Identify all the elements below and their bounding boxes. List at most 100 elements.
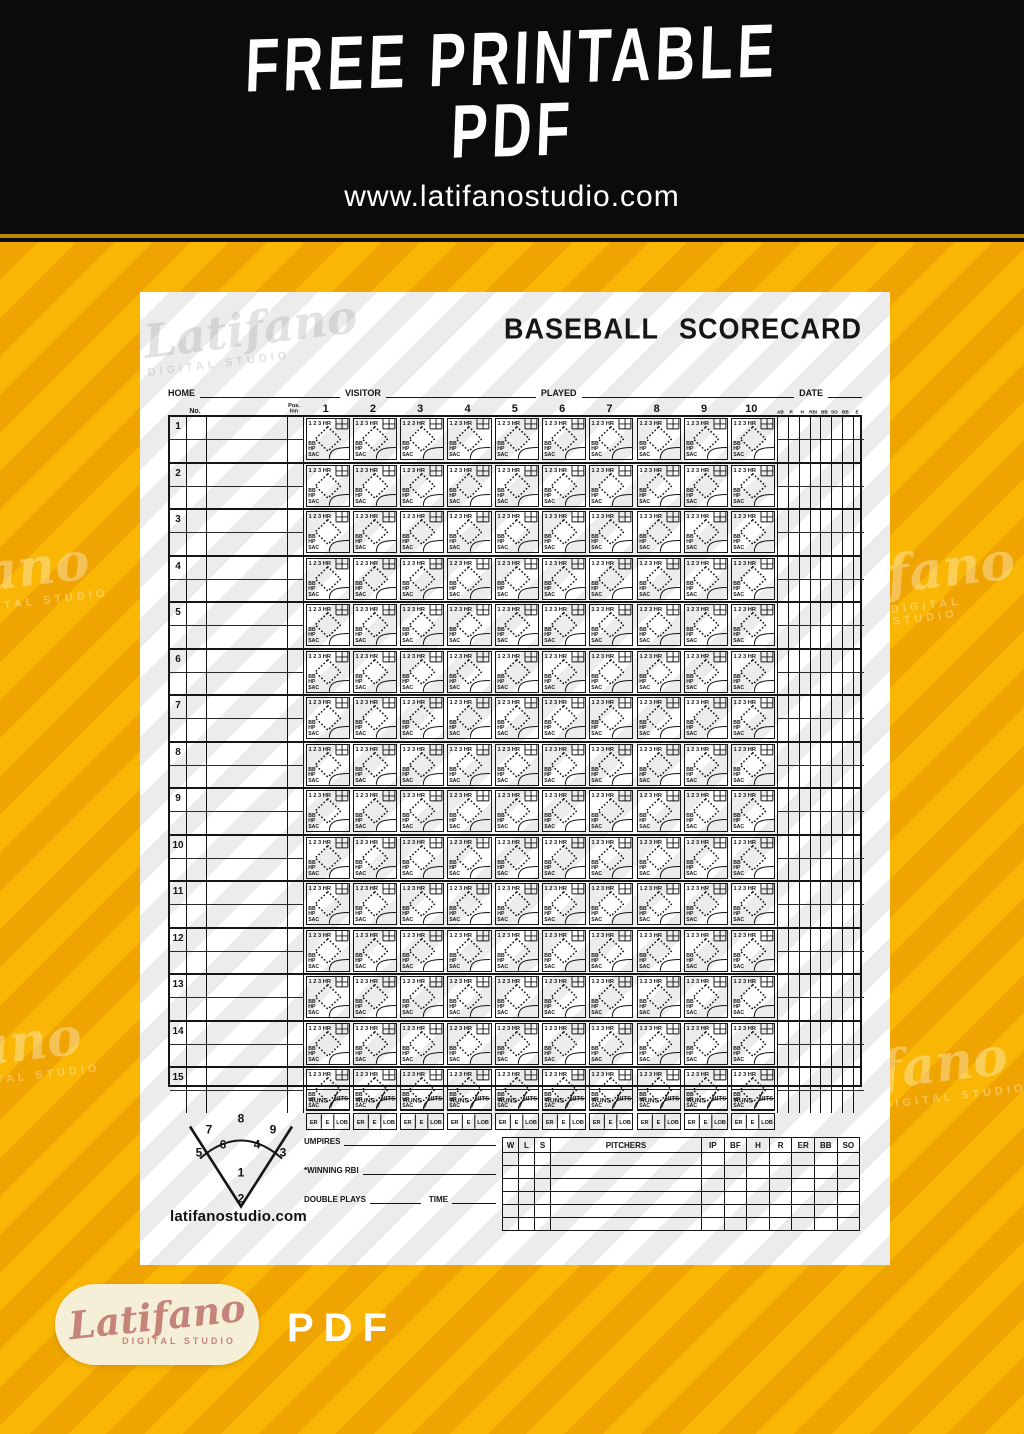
stat-cell bbox=[798, 1068, 810, 1113]
inning-score-cell: 1 2 3 HR BB HP SAC bbox=[351, 882, 398, 927]
stat-cell bbox=[776, 882, 788, 927]
inning-score-cell: 1 2 3 HR BB HP SAC bbox=[446, 836, 493, 881]
home-arc bbox=[517, 679, 538, 692]
pitch-count-grid bbox=[476, 884, 490, 895]
pitch-count-grid bbox=[524, 930, 538, 942]
home-arc bbox=[470, 958, 491, 971]
pitchers-empty-cell bbox=[791, 1204, 815, 1218]
basepath-diamond bbox=[502, 937, 531, 965]
inning-score-cell: 1 2 3 HR BB HP SAC bbox=[493, 464, 540, 509]
svg-text:HP: HP bbox=[592, 865, 600, 871]
player-row: 7 1 2 3 HR BB HP SAC 1 2 3 HR BB HP SAC … bbox=[170, 696, 864, 743]
basepath-diamond bbox=[408, 1076, 436, 1104]
inning-score-cell: 1 2 3 HR BB HP SAC bbox=[493, 836, 540, 881]
svg-text:1 2 3 HR: 1 2 3 HR bbox=[639, 700, 661, 706]
diamond-graphic: 1 2 3 HR BB HP SAC bbox=[686, 558, 728, 599]
svg-text:BB: BB bbox=[734, 999, 742, 1005]
svg-text:HP: HP bbox=[734, 679, 742, 685]
home-arc bbox=[517, 865, 538, 878]
stat-cell bbox=[820, 835, 832, 880]
position-cell bbox=[288, 1021, 304, 1066]
svg-text:BB: BB bbox=[308, 720, 316, 726]
position-cell bbox=[288, 556, 304, 601]
svg-text:ER: ER bbox=[641, 1120, 649, 1126]
diamond-graphic: 1 2 3 HR BB HP SAC bbox=[734, 837, 775, 878]
pitch-count-grid bbox=[476, 1023, 490, 1035]
pitch-count-grid bbox=[571, 651, 585, 663]
stat-cell bbox=[820, 928, 832, 973]
svg-text:BB: BB bbox=[639, 999, 647, 1005]
pitchers-empty-cell bbox=[768, 1165, 793, 1179]
svg-text:1 2 3 HR: 1 2 3 HR bbox=[308, 607, 330, 613]
diamond-graphic: 1 2 3 HR BB HP SAC bbox=[308, 930, 349, 971]
svg-text:SAC: SAC bbox=[734, 638, 745, 644]
player-number-cell bbox=[187, 975, 207, 1020]
diamond-graphic: 1 2 3 HR BB HP SAC bbox=[450, 1070, 491, 1111]
svg-text:HP: HP bbox=[592, 493, 600, 499]
diamond-graphic: 1 2 3 HR BB HP SAC bbox=[355, 605, 396, 646]
home-arc bbox=[517, 1005, 538, 1018]
svg-text:SAC: SAC bbox=[497, 592, 508, 598]
basepath-diamond bbox=[597, 472, 626, 500]
player-row: 8 1 2 3 HR BB HP SAC 1 2 3 HR BB HP SAC … bbox=[170, 742, 864, 789]
svg-text:BB: BB bbox=[402, 906, 410, 912]
pitch-count-grid bbox=[571, 698, 585, 709]
basepath-diamond bbox=[692, 844, 720, 872]
svg-text:BB: BB bbox=[734, 488, 742, 494]
inning-score-cell: 1 2 3 HR BB HP SAC bbox=[399, 882, 446, 927]
svg-text:1 2 3 HR: 1 2 3 HR bbox=[639, 561, 661, 567]
basepath-diamond bbox=[739, 797, 768, 825]
home-arc bbox=[517, 819, 538, 832]
svg-text:1 2 3 HR: 1 2 3 HR bbox=[355, 700, 377, 706]
diamond-graphic: 1 2 3 HR BB HP SAC bbox=[308, 837, 349, 878]
inning-score-cell: 1 2 3 HR BB HP SAC bbox=[588, 417, 635, 462]
basepath-diamond bbox=[692, 425, 720, 453]
svg-text:HP: HP bbox=[592, 1051, 600, 1057]
diamond-graphic: 1 2 3 HR BB HP SAC bbox=[592, 465, 633, 506]
svg-text:1 2 3 HR: 1 2 3 HR bbox=[734, 514, 756, 520]
home-arc bbox=[754, 958, 775, 971]
basepath-diamond bbox=[360, 658, 389, 686]
stat-cell bbox=[798, 510, 810, 555]
diamond-graphic: 1 2 3 HR BB HP SAC bbox=[734, 558, 775, 599]
basepath-diamond bbox=[597, 565, 626, 593]
inning-score-cell: 1 2 3 HR BB HP SAC bbox=[304, 743, 351, 788]
svg-text:BB: BB bbox=[402, 581, 410, 587]
svg-text:BB: BB bbox=[639, 441, 647, 447]
basepath-diamond bbox=[692, 704, 720, 732]
basepath-diamond bbox=[455, 472, 484, 500]
svg-text:SAC: SAC bbox=[686, 452, 697, 458]
svg-text:BB: BB bbox=[686, 720, 694, 726]
pitch-count-grid bbox=[571, 605, 585, 616]
svg-text:SAC: SAC bbox=[450, 1057, 461, 1063]
inning-score-cell: 1 2 3 HR BB HP SAC bbox=[635, 417, 682, 462]
inning-score-cell: 1 2 3 HR BB HP SAC bbox=[351, 789, 398, 834]
inning-score-cell: 1 2 3 HR BB HP SAC bbox=[446, 650, 493, 695]
svg-text:1 2 3 HR: 1 2 3 HR bbox=[592, 468, 614, 474]
svg-text:1 2 3 HR: 1 2 3 HR bbox=[497, 840, 519, 846]
svg-text:1 2 3 HR: 1 2 3 HR bbox=[497, 886, 519, 892]
home-arc bbox=[470, 540, 491, 553]
svg-text:1 2 3 HR: 1 2 3 HR bbox=[686, 886, 708, 892]
pitchers-empty-cell bbox=[791, 1152, 815, 1166]
pitchers-empty-cell bbox=[518, 1165, 535, 1179]
footer-fields: UMPIRES *WINNING RBI DOUBLE PLAYS TIME bbox=[304, 1137, 496, 1224]
home-arc bbox=[423, 958, 444, 971]
pitchers-empty-cell bbox=[813, 1217, 838, 1231]
svg-text:SAC: SAC bbox=[686, 917, 697, 923]
svg-text:SAC: SAC bbox=[639, 778, 650, 784]
position-cell bbox=[288, 417, 304, 462]
svg-text:HITS: HITS bbox=[760, 1095, 774, 1102]
inning-score-cell: 1 2 3 HR BB HP SAC bbox=[493, 789, 540, 834]
home-arc bbox=[423, 772, 444, 785]
home-arc bbox=[706, 447, 728, 460]
inning-score-cell: 1 2 3 HR BB HP SAC bbox=[399, 417, 446, 462]
svg-text:HP: HP bbox=[402, 958, 410, 964]
home-arc bbox=[754, 447, 775, 460]
svg-text:BB: BB bbox=[497, 534, 505, 540]
svg-text:BB: BB bbox=[497, 999, 505, 1005]
svg-text:1 2 3 HR: 1 2 3 HR bbox=[355, 561, 377, 567]
svg-text:HP: HP bbox=[450, 726, 458, 732]
svg-text:SAC: SAC bbox=[544, 824, 555, 830]
svg-text:SAC: SAC bbox=[686, 1103, 697, 1109]
